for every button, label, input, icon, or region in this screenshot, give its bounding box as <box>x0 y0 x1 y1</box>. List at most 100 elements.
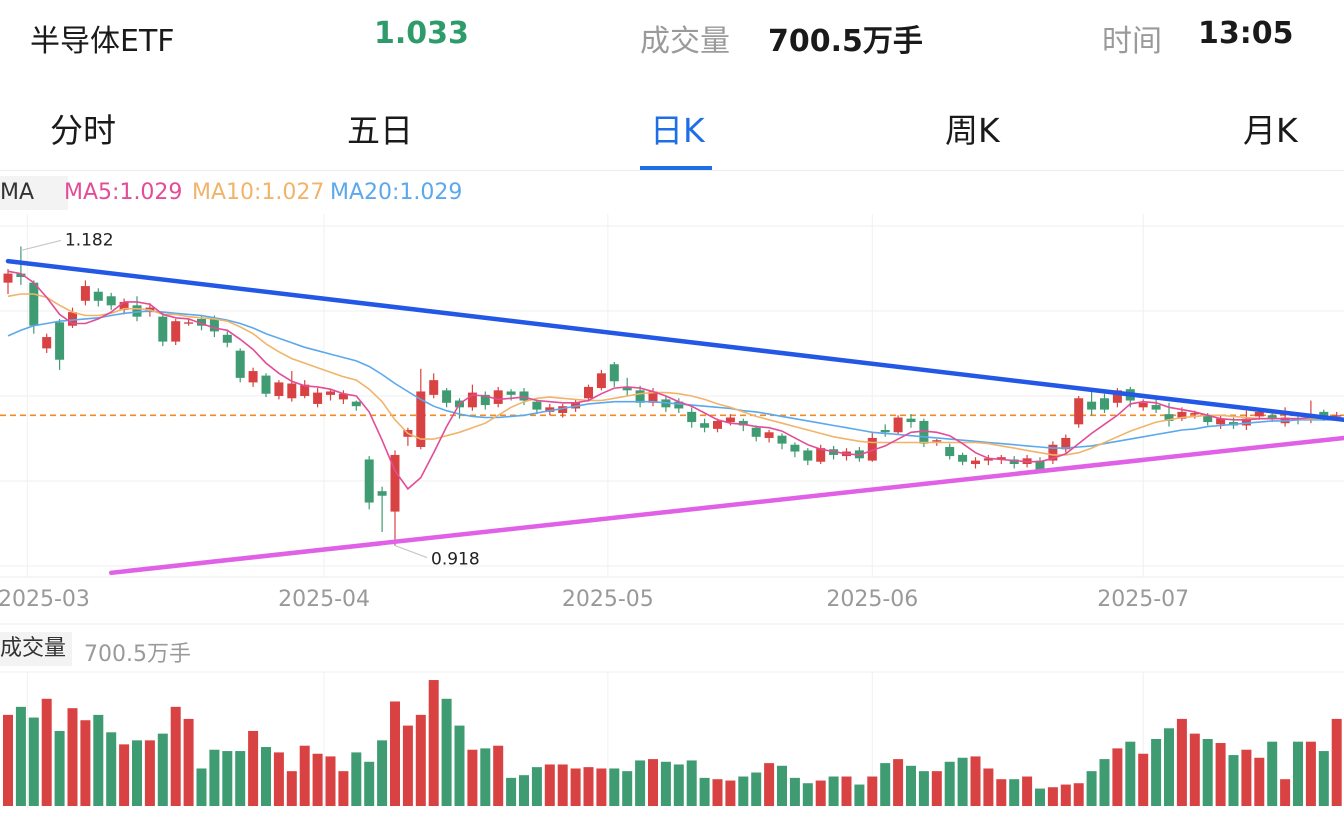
volume-bar-68 <box>880 763 891 806</box>
candle-body-26 <box>338 393 348 400</box>
volume-bar-38 <box>493 745 504 806</box>
volume-bar-89 <box>1151 739 1162 806</box>
volume-bar-40 <box>519 775 529 806</box>
volume-value: 700.5万手 <box>768 24 923 59</box>
candle-body-41 <box>532 401 542 410</box>
candle-body-22 <box>287 383 297 399</box>
tab-monthly-k[interactable]: 月K <box>1243 111 1298 150</box>
candle-body-78 <box>1009 459 1019 464</box>
active-tab-indicator <box>640 166 712 170</box>
volume-bar-36 <box>467 749 478 806</box>
volume-bar-5 <box>67 708 78 806</box>
candle-body-98 <box>1267 415 1277 419</box>
volume-bar-26 <box>338 771 349 806</box>
tab-five-day[interactable]: 五日 <box>347 111 413 150</box>
volume-bar-33 <box>428 680 439 806</box>
volume-bar-102 <box>1318 751 1329 806</box>
candle-body-30 <box>390 454 400 512</box>
volume-bar-91 <box>1176 718 1187 806</box>
volume-bar-12 <box>157 733 168 806</box>
tab-daily-k[interactable]: 日K <box>650 111 705 150</box>
volume-bar-42 <box>544 764 555 806</box>
volume-bar-11 <box>144 740 155 806</box>
volume-bar-59 <box>764 763 775 806</box>
volume-bar-47 <box>609 768 620 806</box>
candle-body-57 <box>738 420 748 426</box>
high-annotation-leader <box>20 239 62 251</box>
x-tick-label-4: 2025-07 <box>1097 587 1189 612</box>
candle-body-38 <box>493 390 503 404</box>
candle-body-52 <box>674 401 684 409</box>
volume-bar-87 <box>1125 741 1136 806</box>
candle-body-36 <box>467 392 477 408</box>
header: 半导体ETF 1.033 成交量 700.5万手 时间 13:05 <box>0 0 1344 78</box>
candle-body-55 <box>713 420 722 429</box>
resistance-trendline <box>5 258 1344 423</box>
time-label: 时间 <box>1102 24 1162 59</box>
candle-body-24 <box>313 392 323 404</box>
candle-body-0 <box>3 273 13 283</box>
volume-bar-60 <box>777 765 787 806</box>
volume-bar-84 <box>1086 771 1097 806</box>
volume-bar-25 <box>325 756 336 806</box>
volume-bar-71 <box>918 771 929 806</box>
candle-body-25 <box>326 391 335 395</box>
volume-bar-90 <box>1164 728 1174 806</box>
x-tick-label-2: 2025-05 <box>562 587 654 612</box>
volume-bar-16 <box>209 749 220 806</box>
volume-bar-61 <box>789 777 800 806</box>
volume-bar-101 <box>1305 741 1316 806</box>
volume-bar-85 <box>1099 759 1110 806</box>
candle-body-74 <box>958 454 968 462</box>
volume-bar-93 <box>1202 739 1213 806</box>
volume-bar-8 <box>106 732 117 806</box>
candle-body-19 <box>248 371 258 383</box>
candle-body-13 <box>171 321 181 342</box>
candle-body-96 <box>1241 418 1251 426</box>
candle-body-88 <box>1138 402 1148 408</box>
candle-body-46 <box>596 373 606 389</box>
tab-intraday[interactable]: 分时 <box>50 111 116 150</box>
candle-body-17 <box>222 334 232 343</box>
candle-body-34 <box>442 390 452 403</box>
volume-bar-64 <box>828 776 839 806</box>
volume-bar-45 <box>583 767 594 806</box>
candle-body-75 <box>971 460 980 464</box>
volume-bar-3 <box>41 698 52 806</box>
volume-bar-69 <box>893 759 904 806</box>
candle-body-45 <box>584 386 593 399</box>
candle-body-29 <box>377 491 387 496</box>
volume-bar-29 <box>377 740 388 806</box>
volume-bar-24 <box>312 753 323 806</box>
volume-bar-39 <box>506 777 517 806</box>
volume-indicator-tag[interactable]: 成交量 <box>0 632 72 666</box>
candle-body-28 <box>364 459 374 503</box>
volume-bar-62 <box>802 783 813 806</box>
candle-body-91 <box>1177 411 1187 419</box>
volume-bar-83 <box>1073 783 1084 806</box>
etf-name: 半导体ETF <box>30 24 175 59</box>
volume-bar-49 <box>635 760 646 806</box>
ma10-line <box>7 293 1337 456</box>
time-value: 13:05 <box>1198 16 1294 51</box>
x-tick-label-1: 2025-04 <box>278 587 370 612</box>
volume-bar-15 <box>196 768 207 806</box>
candle-body-48 <box>622 386 632 391</box>
candle-body-89 <box>1151 405 1161 410</box>
candle-body-21 <box>274 382 284 396</box>
candle-body-42 <box>545 407 555 412</box>
tab-weekly-k[interactable]: 周K <box>945 111 1000 150</box>
candle-body-70 <box>906 418 916 423</box>
volume-bar-17 <box>222 751 233 806</box>
volume-bar-77 <box>996 779 1007 806</box>
volume-bar-99 <box>1280 779 1291 806</box>
ma-indicator-tag[interactable]: MA <box>0 176 68 210</box>
ma10-value: MA10:1.027 <box>192 180 325 205</box>
low-annotation-leader <box>394 545 428 559</box>
volume-bar-27 <box>351 752 362 806</box>
candle-body-33 <box>429 380 439 395</box>
volume-bar-96 <box>1241 749 1252 806</box>
volume-label: 成交量 <box>640 24 730 59</box>
ma5-line <box>7 270 1337 491</box>
